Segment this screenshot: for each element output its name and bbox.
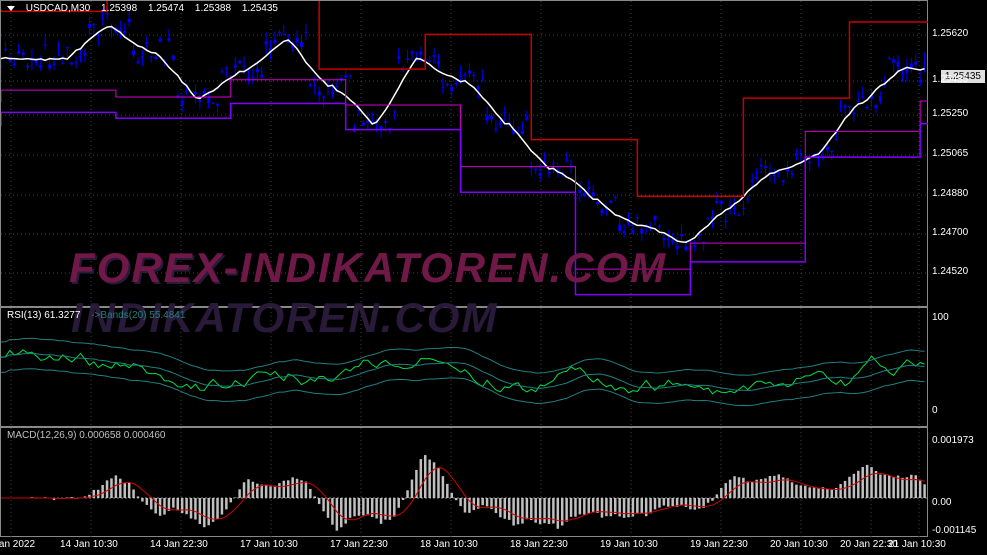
rsi-bands-label: ->Bands(20) 55.4841 [91,310,185,321]
price-svg [1,1,929,308]
dropdown-icon [7,6,15,11]
macd-panel[interactable]: MACD(12,26,9) 0.000658 0.000460 [0,427,928,537]
ohlc-h: 1.25474 [148,3,184,14]
symbol-title: USDCAD,M30 [26,3,90,14]
rsi-label: RSI(13) 61.3277 [7,310,80,321]
macd-svg [1,428,929,538]
rsi-panel[interactable]: RSI(13) 61.3277 ->Bands(20) 55.4841 [0,307,928,427]
chart-container: USDCAD,M30 1.25398 1.25474 1.25388 1.254… [0,0,987,555]
rsi-svg [1,308,929,428]
price-panel[interactable]: USDCAD,M30 1.25398 1.25474 1.25388 1.254… [0,0,928,307]
time-x-axis: 13 Jan 202214 Jan 10:3014 Jan 22:3017 Ja… [0,537,928,555]
rsi-y-axis: 1000 [928,307,987,427]
macd-header: MACD(12,26,9) 0.000658 0.000460 [7,430,173,441]
price-y-axis: 1.25435 1.256201.254351.252501.250651.24… [928,0,987,307]
macd-label: MACD(12,26,9) 0.000658 0.000460 [7,430,165,441]
price-header: USDCAD,M30 1.25398 1.25474 1.25388 1.254… [7,3,286,14]
ohlc-l: 1.25388 [195,3,231,14]
ohlc-c: 1.25435 [242,3,278,14]
rsi-header: RSI(13) 61.3277 ->Bands(20) 55.4841 [7,310,193,321]
ohlc-o: 1.25398 [101,3,137,14]
macd-y-axis: 0.0019730.00-0.001145 [928,427,987,537]
